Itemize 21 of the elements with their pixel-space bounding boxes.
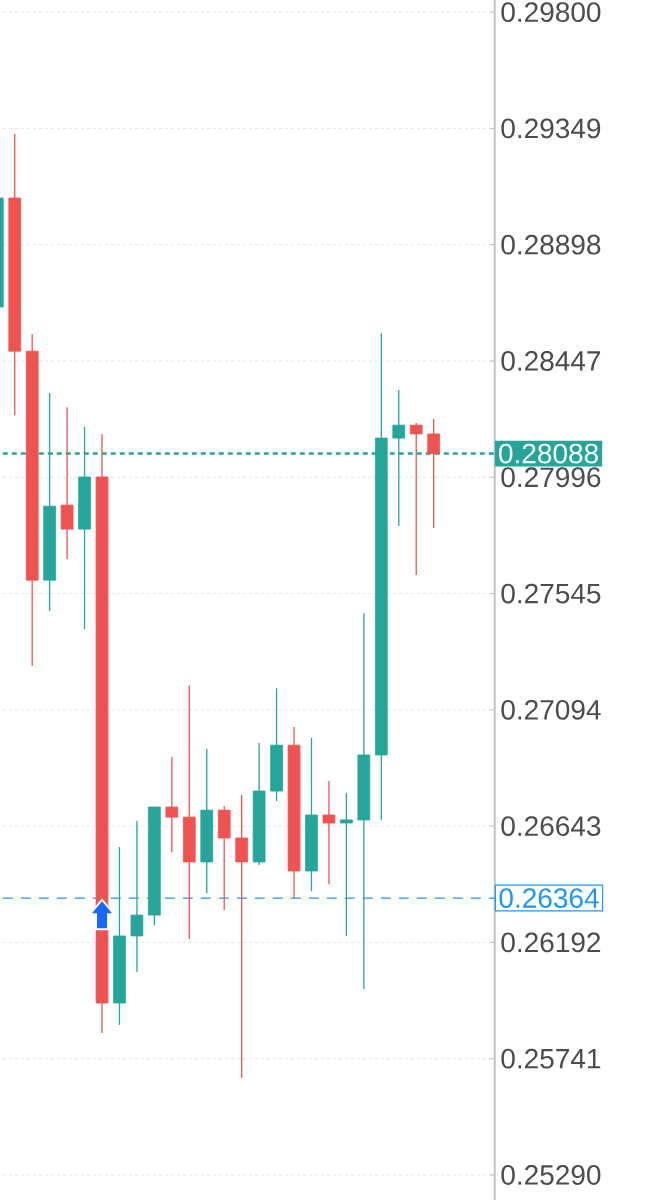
y-tick-label: 0.28898 xyxy=(501,234,601,255)
candlestick xyxy=(322,780,336,885)
candlestick xyxy=(427,418,441,529)
y-tick-label: 0.26643 xyxy=(501,816,601,837)
candlestick xyxy=(165,756,179,853)
y-tick-label: 0.27545 xyxy=(501,583,601,604)
candlestick xyxy=(60,406,74,560)
y-tick-label: 0.28447 xyxy=(501,351,601,371)
ref-line-label: 0.26364 xyxy=(499,888,599,908)
y-tick-label: 0.29349 xyxy=(501,118,601,139)
y-tick-label: 0.25741 xyxy=(501,1048,601,1069)
candlestick xyxy=(410,422,423,576)
y-tick-label: 0.27996 xyxy=(501,467,601,488)
y-tick-label: 0.26192 xyxy=(501,932,601,953)
ref-line-label: 0.28088 xyxy=(499,443,599,464)
candlestick xyxy=(235,794,249,1079)
candlestick xyxy=(130,820,144,973)
y-tick-label: 0.25290 xyxy=(501,1165,601,1185)
y-tick-label: 0.27094 xyxy=(501,699,601,720)
candlestick xyxy=(340,792,353,937)
y-tick-label: 0.29800 xyxy=(501,2,601,23)
